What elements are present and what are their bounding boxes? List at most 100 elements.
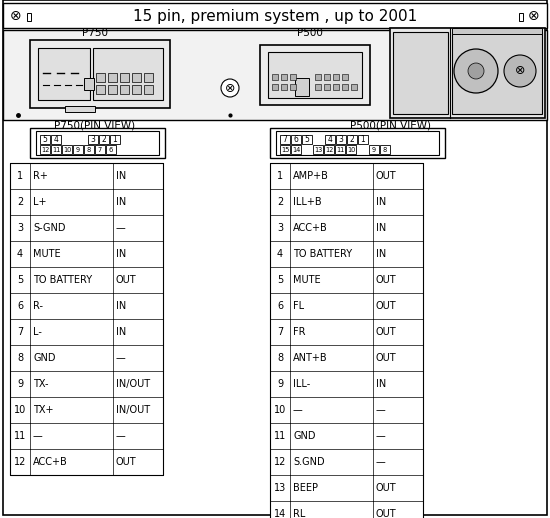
- Text: TO BATTERY: TO BATTERY: [33, 275, 92, 285]
- Text: —: —: [376, 431, 386, 441]
- Bar: [302, 135, 312, 144]
- Text: OUT: OUT: [376, 509, 397, 518]
- Bar: [36, 131, 159, 155]
- Bar: [99, 135, 109, 144]
- Text: OUT: OUT: [376, 327, 397, 337]
- Bar: [290, 74, 296, 80]
- Bar: [10, 163, 163, 475]
- Bar: [369, 145, 379, 154]
- Bar: [358, 135, 368, 144]
- Text: ANT+B: ANT+B: [293, 353, 328, 363]
- Text: 4: 4: [17, 249, 23, 259]
- Bar: [270, 128, 445, 158]
- Circle shape: [504, 55, 536, 87]
- Text: R+: R+: [33, 171, 48, 181]
- Bar: [120, 85, 129, 94]
- Text: FL: FL: [293, 301, 304, 311]
- Bar: [38, 48, 90, 100]
- Bar: [30, 40, 170, 108]
- Text: 3: 3: [17, 223, 23, 233]
- Bar: [132, 85, 141, 94]
- Bar: [347, 135, 357, 144]
- Text: ILL+B: ILL+B: [293, 197, 322, 207]
- Text: S.GND: S.GND: [293, 457, 324, 467]
- Text: 9: 9: [277, 379, 283, 389]
- Text: —: —: [293, 405, 303, 415]
- Text: IN: IN: [116, 197, 126, 207]
- Text: AMP+B: AMP+B: [293, 171, 329, 181]
- Bar: [73, 145, 83, 154]
- Bar: [3, 3, 547, 28]
- Bar: [325, 135, 335, 144]
- Bar: [65, 106, 95, 112]
- Text: P500(PIN VIEW): P500(PIN VIEW): [349, 120, 431, 130]
- Text: 12: 12: [325, 147, 333, 152]
- Bar: [40, 145, 50, 154]
- Text: OUT: OUT: [376, 483, 397, 493]
- Text: 6: 6: [17, 301, 23, 311]
- Bar: [281, 84, 287, 90]
- Text: IN/OUT: IN/OUT: [116, 379, 150, 389]
- Bar: [291, 145, 301, 154]
- Text: 2: 2: [277, 197, 283, 207]
- Bar: [144, 85, 153, 94]
- Text: IN: IN: [116, 171, 126, 181]
- Text: IN: IN: [376, 249, 386, 259]
- Bar: [333, 74, 339, 80]
- Bar: [313, 145, 323, 154]
- Bar: [108, 73, 117, 82]
- Text: ⊗: ⊗: [515, 65, 525, 78]
- Text: 11: 11: [274, 431, 286, 441]
- Text: 9: 9: [372, 147, 376, 152]
- Bar: [390, 28, 545, 118]
- Text: 5: 5: [17, 275, 23, 285]
- Text: ⊗: ⊗: [225, 81, 235, 94]
- Text: 7: 7: [283, 135, 288, 144]
- Bar: [324, 74, 330, 80]
- Text: GND: GND: [293, 431, 316, 441]
- Bar: [40, 135, 50, 144]
- Bar: [272, 74, 278, 80]
- Text: 2: 2: [17, 197, 23, 207]
- Bar: [351, 84, 357, 90]
- Text: 5: 5: [42, 135, 47, 144]
- Text: 8: 8: [17, 353, 23, 363]
- Text: 15: 15: [281, 147, 289, 152]
- Text: 6: 6: [109, 147, 113, 152]
- Text: 9: 9: [76, 147, 80, 152]
- Bar: [84, 78, 94, 90]
- Text: ACC+B: ACC+B: [293, 223, 328, 233]
- Text: IN: IN: [376, 223, 386, 233]
- Bar: [452, 28, 542, 34]
- Text: L+: L+: [33, 197, 47, 207]
- Bar: [280, 145, 290, 154]
- Bar: [380, 145, 390, 154]
- Bar: [519, 13, 523, 21]
- Text: R-: R-: [33, 301, 43, 311]
- Text: TX+: TX+: [33, 405, 53, 415]
- Text: —: —: [376, 457, 386, 467]
- Text: IN: IN: [116, 249, 126, 259]
- Text: 3: 3: [277, 223, 283, 233]
- Text: 4: 4: [277, 249, 283, 259]
- Bar: [336, 135, 346, 144]
- Bar: [291, 135, 301, 144]
- Bar: [295, 78, 309, 96]
- Text: IN: IN: [376, 197, 386, 207]
- Text: —: —: [376, 405, 386, 415]
- Text: 15 pin, premium system , up to 2001: 15 pin, premium system , up to 2001: [133, 8, 417, 23]
- Text: 12: 12: [14, 457, 26, 467]
- Text: 6: 6: [277, 301, 283, 311]
- Bar: [93, 48, 163, 100]
- Text: 7: 7: [98, 147, 102, 152]
- Text: 6: 6: [294, 135, 299, 144]
- Bar: [51, 135, 61, 144]
- Text: L-: L-: [33, 327, 42, 337]
- Bar: [272, 84, 278, 90]
- Text: IN/OUT: IN/OUT: [116, 405, 150, 415]
- Bar: [51, 145, 61, 154]
- Text: IN: IN: [116, 327, 126, 337]
- Text: OUT: OUT: [376, 353, 397, 363]
- Text: IN: IN: [376, 379, 386, 389]
- Text: OUT: OUT: [376, 275, 397, 285]
